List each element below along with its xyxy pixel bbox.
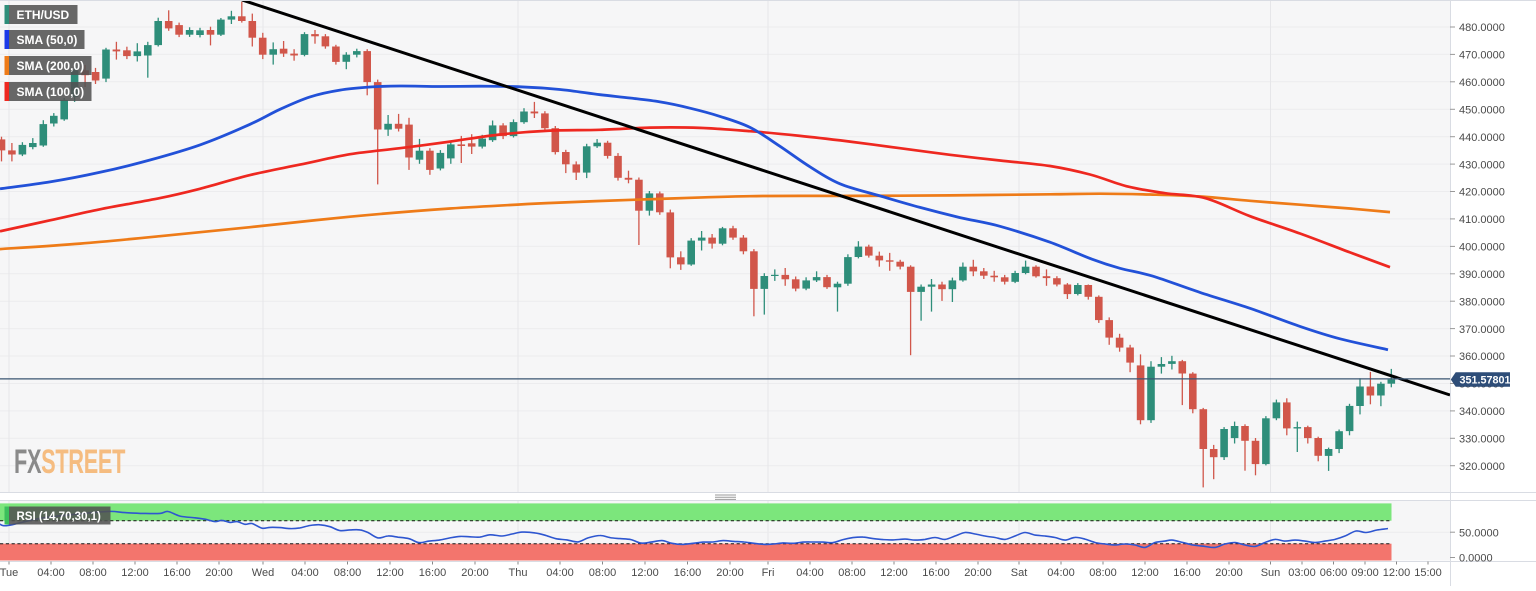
svg-text:480.0000: 480.0000 xyxy=(1459,22,1505,34)
svg-text:12:00: 12:00 xyxy=(631,567,659,579)
svg-text:SMA (100,0): SMA (100,0) xyxy=(17,85,85,99)
svg-text:340.0000: 340.0000 xyxy=(1459,406,1505,418)
svg-text:380.0000: 380.0000 xyxy=(1459,296,1505,308)
svg-text:440.0000: 440.0000 xyxy=(1459,132,1505,144)
svg-text:16:00: 16:00 xyxy=(674,567,702,579)
svg-text:03:00: 03:00 xyxy=(1288,567,1316,579)
svg-text:410.0000: 410.0000 xyxy=(1459,214,1505,226)
svg-text:SMA (50,0): SMA (50,0) xyxy=(17,33,78,47)
svg-text:Sun: Sun xyxy=(1261,567,1281,579)
svg-text:390.0000: 390.0000 xyxy=(1459,269,1505,281)
svg-text:ETH/USD: ETH/USD xyxy=(17,8,70,22)
svg-text:20:00: 20:00 xyxy=(461,567,489,579)
svg-text:16:00: 16:00 xyxy=(1173,567,1201,579)
svg-text:04:00: 04:00 xyxy=(796,567,824,579)
svg-text:420.0000: 420.0000 xyxy=(1459,187,1505,199)
svg-text:20:00: 20:00 xyxy=(964,567,992,579)
svg-text:04:00: 04:00 xyxy=(37,567,65,579)
svg-text:FXSTREET: FXSTREET xyxy=(14,443,126,481)
svg-text:50.0000: 50.0000 xyxy=(1459,527,1499,539)
svg-text:12:00: 12:00 xyxy=(121,567,149,579)
svg-text:Sat: Sat xyxy=(1011,567,1028,579)
svg-text:470.0000: 470.0000 xyxy=(1459,50,1505,62)
svg-text:370.0000: 370.0000 xyxy=(1459,324,1505,336)
svg-text:Tue: Tue xyxy=(0,567,18,579)
svg-text:20:00: 20:00 xyxy=(205,567,233,579)
svg-text:06:00: 06:00 xyxy=(1320,567,1348,579)
svg-text:12:00: 12:00 xyxy=(1131,567,1159,579)
svg-text:0.0000: 0.0000 xyxy=(1459,553,1493,565)
svg-text:08:00: 08:00 xyxy=(1089,567,1117,579)
svg-text:08:00: 08:00 xyxy=(589,567,617,579)
svg-text:04:00: 04:00 xyxy=(1047,567,1075,579)
svg-text:12:00: 12:00 xyxy=(1383,567,1411,579)
svg-text:15:00: 15:00 xyxy=(1414,567,1442,579)
svg-text:Wed: Wed xyxy=(252,567,274,579)
svg-text:09:00: 09:00 xyxy=(1351,567,1379,579)
svg-text:430.0000: 430.0000 xyxy=(1459,159,1505,171)
svg-text:04:00: 04:00 xyxy=(291,567,319,579)
svg-text:08:00: 08:00 xyxy=(79,567,107,579)
svg-text:400.0000: 400.0000 xyxy=(1459,242,1505,254)
svg-text:330.0000: 330.0000 xyxy=(1459,434,1505,446)
svg-text:320.0000: 320.0000 xyxy=(1459,461,1505,473)
svg-text:360.0000: 360.0000 xyxy=(1459,351,1505,363)
svg-text:08:00: 08:00 xyxy=(334,567,362,579)
svg-text:Fri: Fri xyxy=(762,567,775,579)
svg-text:16:00: 16:00 xyxy=(922,567,950,579)
svg-text:SMA (200,0): SMA (200,0) xyxy=(17,59,85,73)
svg-text:460.0000: 460.0000 xyxy=(1459,77,1505,89)
svg-text:04:00: 04:00 xyxy=(546,567,574,579)
svg-text:12:00: 12:00 xyxy=(880,567,908,579)
svg-text:16:00: 16:00 xyxy=(419,567,447,579)
svg-text:RSI (14,70,30,1): RSI (14,70,30,1) xyxy=(17,511,102,523)
svg-text:16:00: 16:00 xyxy=(163,567,191,579)
svg-text:Thu: Thu xyxy=(509,567,528,579)
svg-text:12:00: 12:00 xyxy=(376,567,404,579)
svg-text:08:00: 08:00 xyxy=(838,567,866,579)
svg-text:20:00: 20:00 xyxy=(1215,567,1243,579)
svg-text:450.0000: 450.0000 xyxy=(1459,105,1505,117)
svg-text:351.57801: 351.57801 xyxy=(1460,375,1511,387)
svg-text:20:00: 20:00 xyxy=(716,567,744,579)
